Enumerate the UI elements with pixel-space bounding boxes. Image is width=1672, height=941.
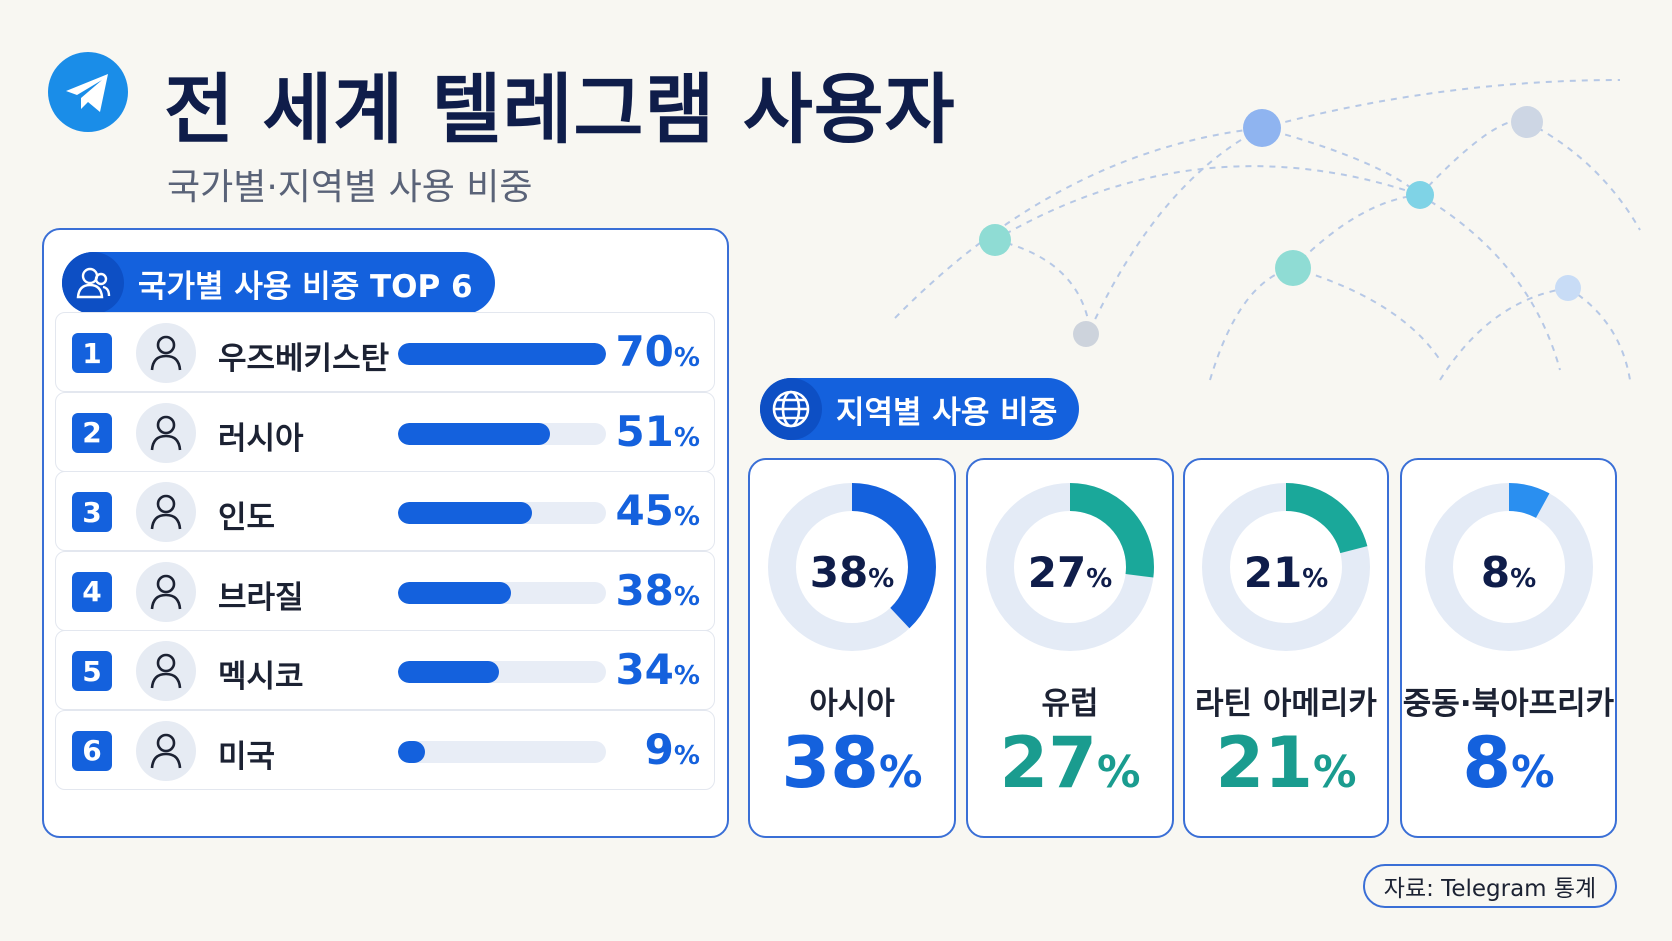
bar-track (398, 581, 606, 604)
donut-slice (986, 483, 1154, 651)
donut-slice (1202, 483, 1370, 651)
user-avatar-icon (136, 482, 196, 542)
bar-fill (398, 343, 606, 365)
country-name: 미국 (218, 738, 276, 775)
donut-center-label: 8% (1480, 548, 1537, 597)
country-row: 4 브라질 38% (55, 550, 715, 631)
country-name: 멕시코 (218, 659, 304, 695)
region-name: 중동·북아프리카 (1402, 686, 1615, 722)
user-avatar-icon (136, 561, 196, 622)
donut-center-label: 27% (1027, 548, 1113, 597)
bar-fill (398, 581, 511, 604)
bar-track (398, 661, 606, 683)
region-percent: 21% (1215, 722, 1357, 804)
region-card: 8% 중동·북아프리카 8% (1400, 458, 1617, 838)
bar-fill (398, 422, 550, 445)
user-avatar-icon (136, 323, 196, 383)
country-row: 3 인도 45% (55, 471, 715, 551)
region-section-header: 지역별 사용 비중 (760, 378, 1080, 440)
region-card: 27% 유럽 27% (966, 458, 1174, 838)
region-name: 아시아 (809, 686, 895, 722)
country-percent: 51% (615, 406, 700, 456)
bar-track (398, 343, 606, 365)
region-name: 유럽 (1041, 686, 1099, 722)
country-section-header: 국가별 사용 비중 TOP 6 (62, 252, 495, 314)
rank-badge: 2 (72, 412, 112, 453)
donut-chart (986, 483, 1154, 651)
donut-slice (768, 483, 936, 651)
country-name: 러시아 (218, 420, 304, 457)
country-name: 우즈베키스탄 (218, 341, 390, 377)
country-percent: 70% (615, 327, 700, 376)
users-icon (62, 252, 124, 314)
bar-fill (398, 740, 425, 763)
donut-chart (768, 483, 936, 651)
region-percent: 38% (781, 722, 923, 804)
region-name: 라틴 아메리카 (1195, 686, 1377, 722)
page-title: 전 세계 텔레그램 사용자 (164, 65, 956, 154)
region-card: 38% 아시아 38% (748, 458, 956, 838)
region-percent: 8% (1462, 722, 1555, 804)
rank-badge: 3 (72, 492, 112, 532)
globe-icon (760, 378, 822, 440)
user-avatar-icon (136, 720, 196, 781)
country-row: 5 멕시코 34% (55, 630, 715, 710)
bar-track (398, 502, 606, 524)
bar-track (398, 740, 606, 763)
country-percent: 45% (615, 486, 700, 535)
bar-track (398, 422, 606, 445)
rank-badge: 6 (72, 730, 112, 771)
country-row: 6 미국 9% (55, 709, 715, 790)
donut-center-label: 38% (809, 548, 895, 597)
donut-chart (1424, 483, 1593, 651)
country-row: 2 러시아 51% (55, 391, 715, 472)
country-row: 1 우즈베키스탄 70% (55, 312, 715, 392)
donut-slice (1424, 483, 1593, 651)
rank-badge: 4 (72, 571, 112, 612)
page-subtitle: 국가별·지역별 사용 비중 (167, 167, 533, 208)
donut-center-label: 21% (1243, 548, 1329, 597)
user-avatar-icon (136, 402, 196, 463)
region-section-label: 지역별 사용 비중 (836, 394, 1058, 431)
country-section-label: 국가별 사용 비중 TOP 6 (138, 268, 473, 305)
region-card: 21% 라틴 아메리카 21% (1183, 458, 1389, 838)
country-percent: 38% (615, 565, 700, 615)
rank-badge: 5 (72, 651, 112, 691)
donut-chart (1202, 483, 1370, 651)
rank-badge: 1 (72, 333, 112, 373)
user-avatar-icon (136, 641, 196, 701)
country-name: 브라질 (218, 579, 304, 616)
country-percent: 9% (644, 724, 700, 774)
bar-fill (398, 661, 500, 683)
bar-fill (398, 502, 532, 524)
telegram-paper-plane-icon (48, 52, 128, 132)
country-percent: 34% (615, 645, 700, 694)
source-badge: 자료: Telegram 통계 (1363, 864, 1617, 908)
country-name: 인도 (218, 500, 276, 536)
region-percent: 27% (999, 722, 1141, 804)
